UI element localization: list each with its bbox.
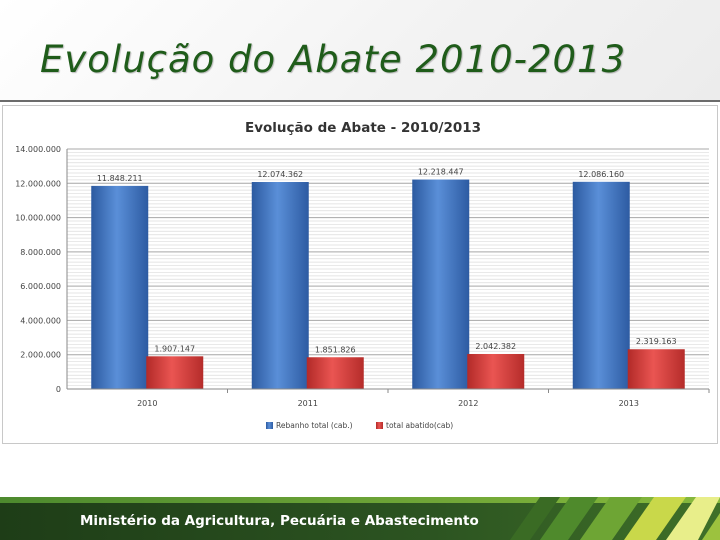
data-labels: 11.848.211 1.907.147 12.074.362 1.851.826 12… xyxy=(97,168,677,355)
y-tick-label: 6.000.000 xyxy=(20,282,61,291)
data-label-rebanho-total-cab-2010: 11.848.211 xyxy=(97,174,143,183)
legend-swatch-rebanho-total-cab xyxy=(266,422,273,429)
bar-rebanho-total-cab-2010 xyxy=(91,185,149,389)
y-tick-label: 10.000.000 xyxy=(15,214,61,223)
y-tick-label: 0 xyxy=(56,385,61,394)
bar-total-abatido-cab-2013 xyxy=(627,349,685,389)
x-tick-label-2010: 2010 xyxy=(137,399,157,408)
y-tick-label: 12.000.000 xyxy=(15,179,61,188)
chart-frame: Evolução de Abate - 2010/2013 0 2.000.000… xyxy=(2,105,718,444)
bar-total-abatido-cab-2011 xyxy=(306,357,364,389)
bar-rebanho-total-cab-2011 xyxy=(251,182,309,389)
bars xyxy=(91,179,685,389)
y-tick-label: 4.000.000 xyxy=(20,316,61,325)
x-tick-label-2013: 2013 xyxy=(619,399,639,408)
footer-ministry-name: Ministério da Agricultura, Pecuária e Ab… xyxy=(80,513,479,529)
chart-title: Evolução de Abate - 2010/2013 xyxy=(245,120,481,136)
bar-rebanho-total-cab-2012 xyxy=(412,179,470,389)
legend-label-total-abatido-cab: total abatido(cab) xyxy=(386,421,453,430)
legend-label-rebanho-total-cab: Rebanho total (cab.) xyxy=(276,421,353,430)
slide-header-background xyxy=(0,0,720,100)
y-tick-label: 2.000.000 xyxy=(20,351,61,360)
bar-rebanho-total-cab-2013 xyxy=(572,181,630,389)
data-label-total-abatido-cab-2013: 2.319.163 xyxy=(636,337,677,346)
y-tick-label: 8.000.000 xyxy=(20,248,61,257)
data-label-total-abatido-cab-2012: 2.042.382 xyxy=(475,342,516,351)
bar-total-abatido-cab-2012 xyxy=(467,353,525,389)
data-label-rebanho-total-cab-2013: 12.086.160 xyxy=(578,170,624,179)
legend-swatch-total-abatido-cab xyxy=(376,422,383,429)
data-label-total-abatido-cab-2011: 1.851.826 xyxy=(315,345,356,354)
footer-accent xyxy=(0,497,720,503)
footer-decorative-stripes xyxy=(510,497,720,540)
bar-chart: Evolução de Abate - 2010/2013 0 2.000.000… xyxy=(15,120,710,430)
x-tick-label-2011: 2011 xyxy=(298,399,318,408)
bar-total-abatido-cab-2010 xyxy=(146,356,204,389)
title-divider xyxy=(0,100,720,102)
y-tick-label: 14.000.000 xyxy=(15,145,61,154)
footer-bar: Ministério da Agricultura, Pecuária e Ab… xyxy=(0,497,720,540)
data-label-rebanho-total-cab-2011: 12.074.362 xyxy=(257,170,303,179)
y-axis: 0 2.000.000 4.000.000 6.000.000 8.000.000 10.… xyxy=(15,145,68,394)
data-label-rebanho-total-cab-2012: 12.218.447 xyxy=(418,168,464,177)
slide-title: Evolução do Abate 2010-2013 xyxy=(40,38,627,81)
legend: Rebanho total (cab.) total abatido(cab) xyxy=(266,421,453,430)
data-label-total-abatido-cab-2010: 1.907.147 xyxy=(154,344,195,353)
x-tick-label-2012: 2012 xyxy=(458,399,478,408)
x-axis: 2010 2011 2012 2013 xyxy=(67,388,710,408)
